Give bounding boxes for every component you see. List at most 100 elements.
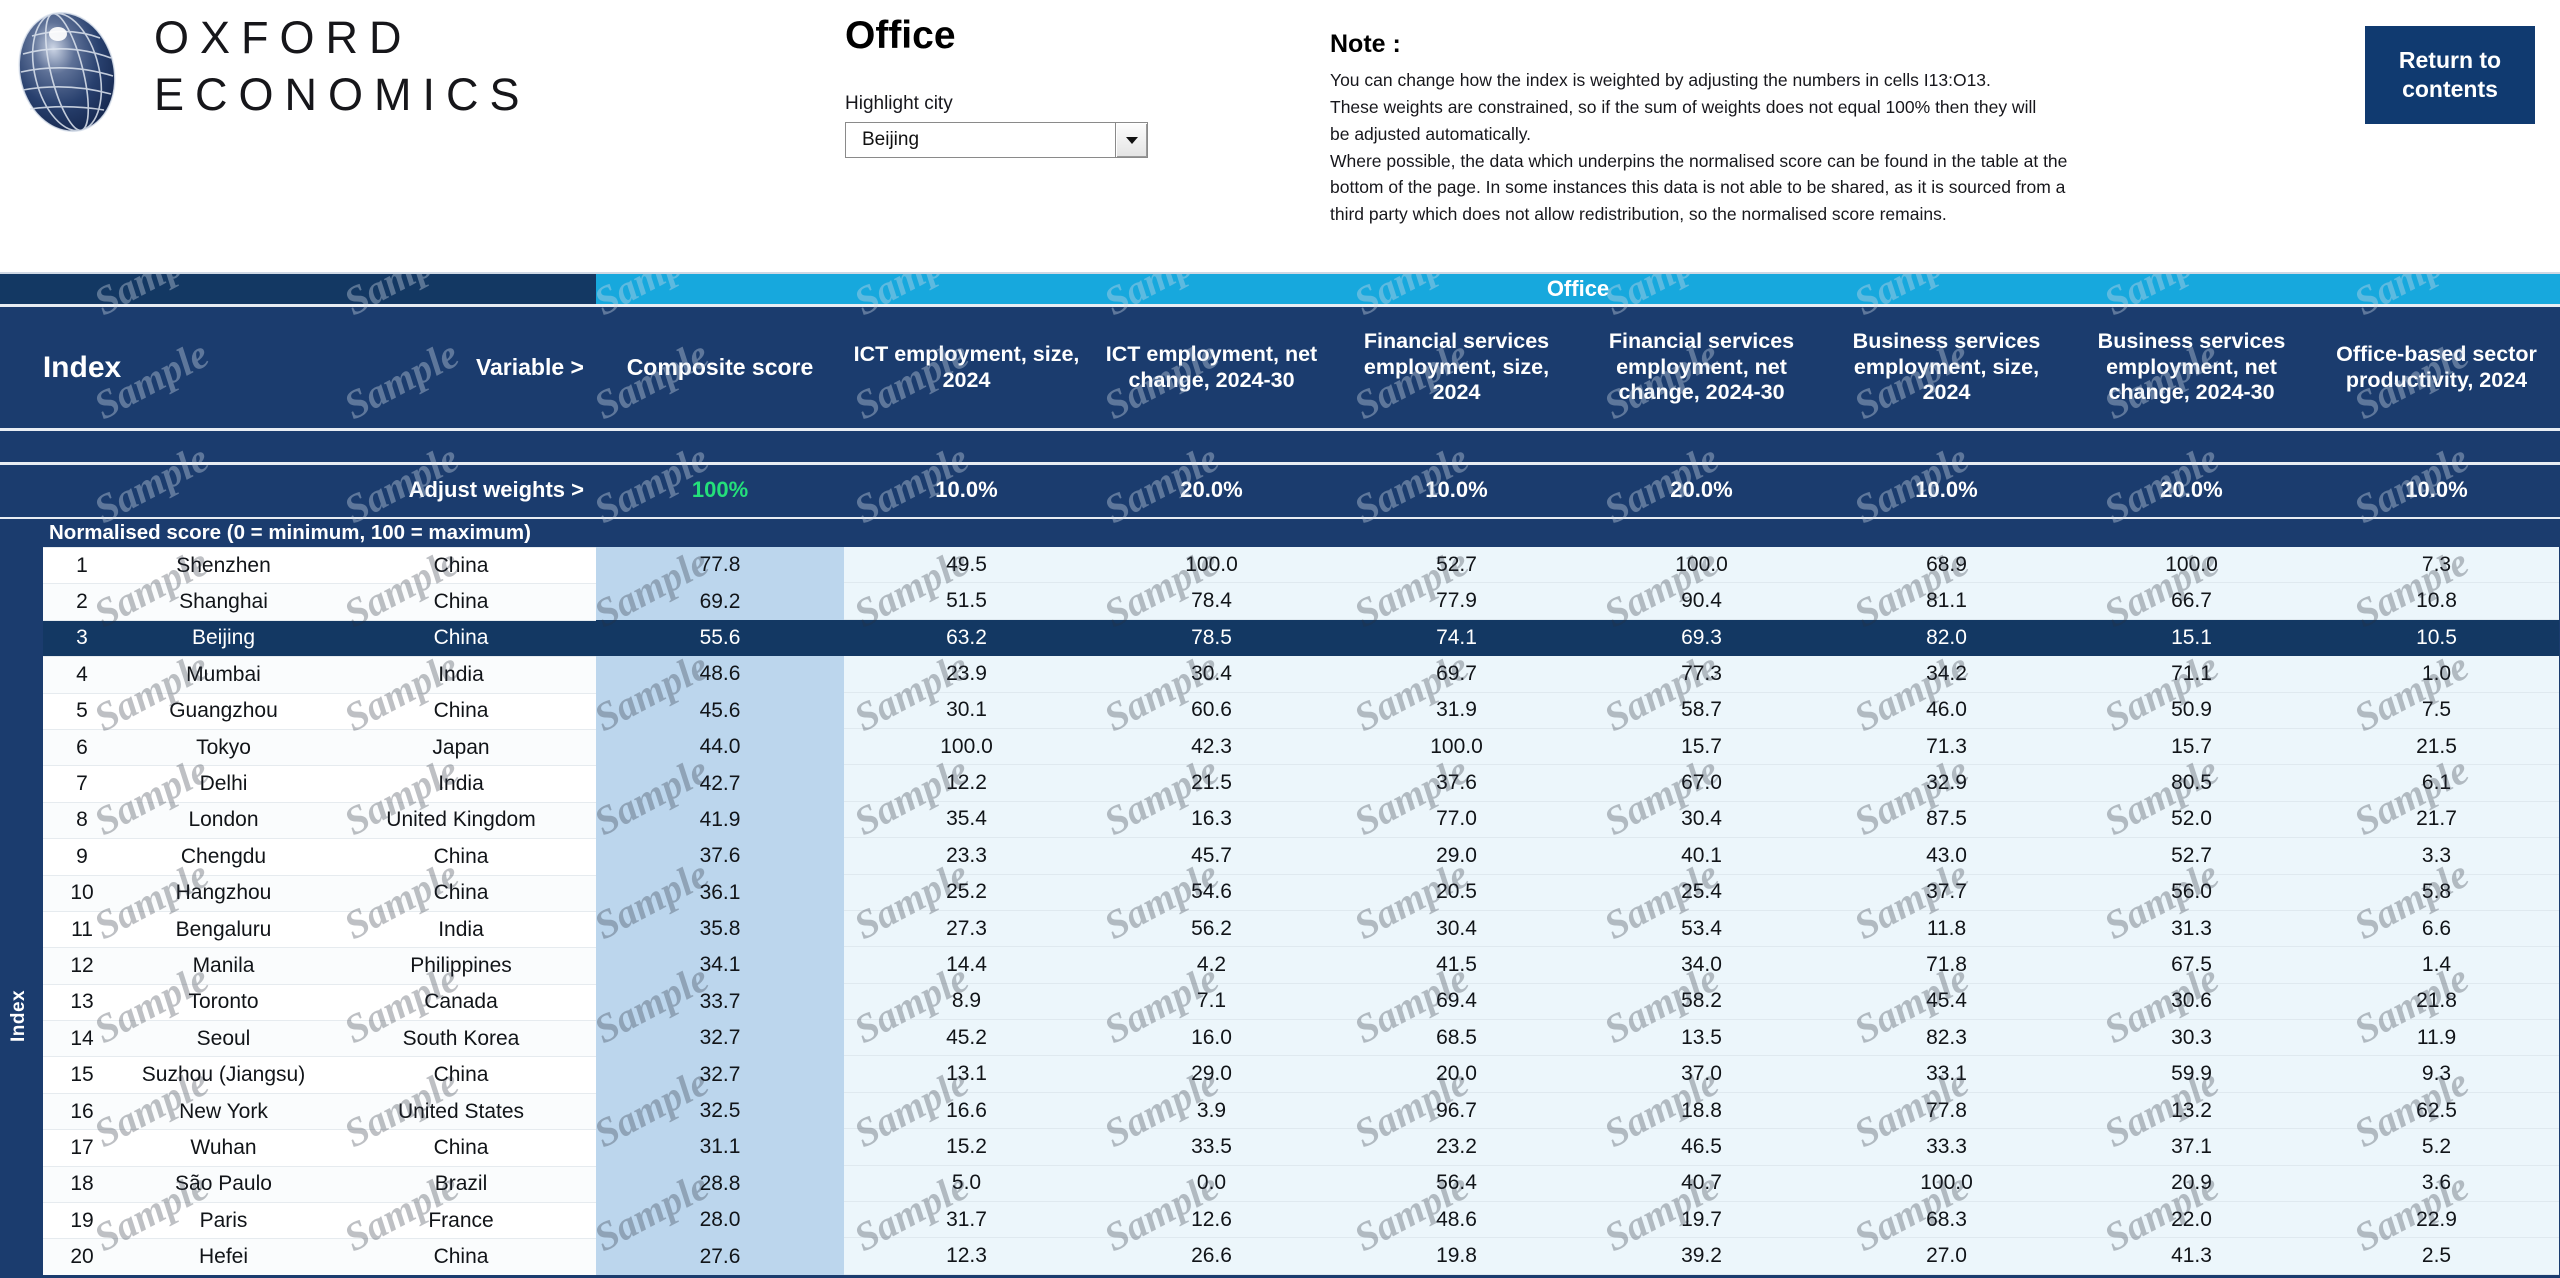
weight-bizserv-size[interactable]: 10.0%	[1915, 477, 1978, 502]
row-bizserv-size: 11.8	[1824, 910, 2069, 948]
table-row[interactable]: 6 Tokyo Japan 44.0 100.0 42.3 100.0 15.7 71.3 15.…	[0, 728, 2560, 766]
weight-office-productivity[interactable]: 10.0%	[2405, 477, 2468, 502]
table-row[interactable]: 12 Manila Philippines 34.1 14.4 4.2 41.5 34.0 71…	[0, 947, 2560, 984]
row-country: China	[326, 838, 596, 875]
row-city: London	[121, 801, 326, 839]
table-row[interactable]: 2 Shanghai China 69.2 51.5 78.4 77.9 90.4 81.1 66…	[0, 583, 2560, 620]
row-bizserv-net-change: 37.1	[2069, 1129, 2314, 1166]
row-rank: 13	[43, 983, 121, 1021]
highlight-city-select[interactable]: Beijing	[845, 122, 1148, 158]
weights-rank-spacer	[43, 465, 121, 515]
weight-bizserv-net-change[interactable]: 20.0%	[2160, 477, 2223, 502]
row-composite-score: 77.8	[596, 547, 844, 584]
table-row[interactable]: 17 Wuhan China 31.1 15.2 33.5 23.2 46.5 33.3 37.1…	[0, 1129, 2560, 1166]
row-country: France	[326, 1202, 596, 1239]
row-bizserv-size: 33.3	[1824, 1129, 2069, 1166]
row-ict-net-change: 16.0	[1089, 1020, 1334, 1057]
weight-ict-net-change[interactable]: 20.0%	[1180, 477, 1243, 502]
row-city: Beijing	[121, 619, 326, 657]
oxford-economics-logo: OXFORD ECONOMICS	[10, 8, 531, 136]
row-bizserv-net-change: 100.0	[2069, 547, 2314, 584]
row-finserv-net-change: 39.2	[1579, 1238, 1824, 1275]
row-bizserv-net-change: 52.0	[2069, 801, 2314, 839]
row-country: South Korea	[326, 1020, 596, 1057]
table-row[interactable]: 1 Shenzhen China 77.8 49.5 100.0 52.7 100.0 68.9…	[0, 547, 2560, 584]
row-finserv-size: 100.0	[1334, 728, 1579, 766]
header-col-bizserv-size: Business services employment, size, 2024	[1852, 329, 2041, 405]
row-finserv-net-change: 40.1	[1579, 838, 1824, 875]
row-city: Tokyo	[121, 728, 326, 766]
row-ict-net-change: 26.6	[1089, 1238, 1334, 1275]
row-finserv-net-change: 40.7	[1579, 1165, 1824, 1203]
row-country: India	[326, 910, 596, 948]
row-composite-score: 41.9	[596, 801, 844, 839]
weights-city-spacer	[121, 465, 326, 515]
row-finserv-size: 77.0	[1334, 801, 1579, 839]
row-ict-net-change: 56.2	[1089, 910, 1334, 948]
row-ict-net-change: 0.0	[1089, 1165, 1334, 1203]
table-row[interactable]: 9 Chengdu China 37.6 23.3 45.7 29.0 40.1 43.0 52.…	[0, 838, 2560, 875]
row-gutter	[0, 656, 43, 693]
table-row[interactable]: 15 Suzhou (Jiangsu) China 32.7 13.1 29.0 20.0 3…	[0, 1056, 2560, 1093]
table-row[interactable]: 20 Hefei China 27.6 12.3 26.6 19.8 39.2 27.0 41.3…	[0, 1238, 2560, 1275]
row-country: India	[326, 656, 596, 693]
table-row[interactable]: 13 Toronto Canada 33.7 8.9 7.1 69.4 58.2 45.4 30.…	[0, 983, 2560, 1021]
table-row[interactable]: 16 New York United States 32.5 16.6 3.9 96.7 18…	[0, 1092, 2560, 1130]
weight-finserv-size[interactable]: 10.0%	[1425, 477, 1488, 502]
row-bizserv-size: 77.8	[1824, 1092, 2069, 1130]
return-to-contents-button[interactable]: Return to contents	[2365, 26, 2535, 124]
weight-total[interactable]: 100%	[691, 477, 749, 502]
row-composite-score: 34.1	[596, 947, 844, 984]
row-ict-size: 23.9	[844, 656, 1089, 693]
row-rank: 18	[43, 1165, 121, 1203]
table-row[interactable]: 18 São Paulo Brazil 28.8 5.0 0.0 56.4 40.7 100.0…	[0, 1165, 2560, 1203]
row-bizserv-size: 33.1	[1824, 1056, 2069, 1093]
row-country: China	[326, 874, 596, 911]
row-bizserv-size: 82.3	[1824, 1020, 2069, 1057]
row-country: China	[326, 547, 596, 584]
note-line: be adjusted automatically.	[1330, 123, 1532, 144]
table-row[interactable]: 4 Mumbai India 48.6 23.9 30.4 69.7 77.3 34.2 71.1…	[0, 656, 2560, 693]
row-rank: 8	[43, 801, 121, 839]
header-col-office-productivity: Office-based sector productivity, 2024	[2336, 342, 2537, 392]
row-city: Hangzhou	[121, 874, 326, 911]
table-row[interactable]: 14 Seoul South Korea 32.7 45.2 16.0 68.5 13.5 82…	[0, 1020, 2560, 1057]
row-gutter	[0, 1020, 43, 1057]
chevron-down-icon[interactable]	[1115, 123, 1147, 157]
row-ict-size: 16.6	[844, 1092, 1089, 1130]
header-variable-label: Variable >	[475, 353, 584, 380]
row-office-productivity: 9.3	[2314, 1056, 2559, 1093]
row-ict-net-change: 3.9	[1089, 1092, 1334, 1130]
table-row[interactable]: 19 Paris France 28.0 31.7 12.6 48.6 19.7 68.3 22.…	[0, 1202, 2560, 1239]
row-finserv-size: 52.7	[1334, 547, 1579, 584]
row-bizserv-net-change: 30.3	[2069, 1020, 2314, 1057]
row-gutter	[0, 801, 43, 839]
row-composite-score: 35.8	[596, 910, 844, 948]
table-row[interactable]: 3 Beijing China 55.6 63.2 78.5 74.1 69.3 82.0 15.…	[0, 619, 2560, 657]
table-row[interactable]: 8 London United Kingdom 41.9 35.4 16.3 77.0 30.…	[0, 801, 2560, 839]
row-ict-size: 45.2	[844, 1020, 1089, 1057]
row-composite-score: 31.1	[596, 1129, 844, 1166]
table-body: 1 Shenzhen China 77.8 49.5 100.0 52.7 100.0 68.9…	[0, 547, 2560, 1275]
row-city: Paris	[121, 1202, 326, 1239]
row-country: China	[326, 619, 596, 657]
table-row[interactable]: 10 Hangzhou China 36.1 25.2 54.6 20.5 25.4 37.7 5…	[0, 874, 2560, 911]
row-ict-net-change: 33.5	[1089, 1129, 1334, 1166]
row-office-productivity: 21.8	[2314, 983, 2559, 1021]
row-finserv-size: 29.0	[1334, 838, 1579, 875]
row-bizserv-net-change: 20.9	[2069, 1165, 2314, 1203]
table-row[interactable]: 5 Guangzhou China 45.6 30.1 60.6 31.9 58.7 46.0 5…	[0, 692, 2560, 729]
row-rank: 1	[43, 547, 121, 584]
table-row[interactable]: 7 Delhi India 42.7 12.2 21.5 37.6 67.0 32.9 80.5 6…	[0, 765, 2560, 802]
table-row[interactable]: 11 Bengaluru India 35.8 27.3 56.2 30.4 53.4 11.8…	[0, 910, 2560, 948]
weight-finserv-net-change[interactable]: 20.0%	[1670, 477, 1733, 502]
row-bizserv-size: 71.3	[1824, 728, 2069, 766]
row-composite-score: 32.5	[596, 1092, 844, 1130]
row-rank: 16	[43, 1092, 121, 1130]
row-finserv-size: 20.5	[1334, 874, 1579, 911]
weight-ict-size[interactable]: 10.0%	[935, 477, 998, 502]
row-finserv-size: 69.4	[1334, 983, 1579, 1021]
row-bizserv-net-change: 15.7	[2069, 728, 2314, 766]
row-gutter	[0, 838, 43, 875]
row-ict-size: 35.4	[844, 801, 1089, 839]
